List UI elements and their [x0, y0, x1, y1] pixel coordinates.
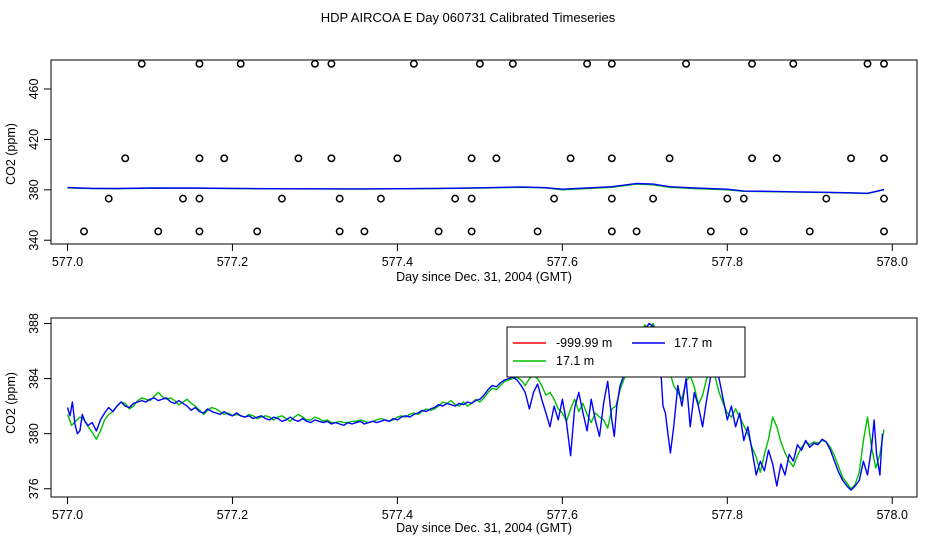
top-panel-xlabel: Day since Dec. 31, 2004 (GMT)	[396, 270, 572, 284]
data-point	[327, 59, 336, 68]
data-point	[195, 227, 204, 236]
data-point	[195, 154, 204, 163]
data-point	[649, 194, 658, 203]
data-point	[550, 194, 559, 203]
plot-frame	[50, 317, 918, 498]
data-point	[475, 59, 484, 68]
data-point	[492, 154, 501, 163]
data-point	[748, 59, 756, 68]
data-point	[434, 227, 443, 236]
data-point	[80, 227, 88, 236]
x-tick-label: 577.0	[52, 508, 83, 522]
data-point	[253, 227, 262, 236]
data-point	[880, 59, 888, 68]
x-tick-label: 577.4	[382, 508, 413, 522]
figure-title: HDP AIRCOA E Day 060731 Calibrated Times…	[321, 10, 616, 25]
x-tick-label: 577.2	[217, 508, 248, 522]
data-point	[451, 194, 460, 203]
data-point	[789, 59, 798, 68]
data-point	[220, 154, 229, 163]
bottom-panel-ylabel: CO2 (ppm)	[4, 372, 18, 434]
y-tick-label: 380	[27, 179, 41, 200]
y-tick-label: 384	[27, 368, 41, 389]
y-tick-label: 460	[27, 79, 41, 100]
data-point	[847, 154, 855, 163]
legend-label: -999.99 m	[556, 336, 612, 350]
data-point	[467, 194, 476, 203]
data-point	[822, 194, 831, 203]
x-tick-label: 577.0	[52, 255, 83, 269]
data-point	[566, 154, 575, 163]
data-point	[104, 194, 113, 203]
data-point	[360, 227, 369, 236]
x-tick-label: 577.4	[382, 255, 413, 269]
y-tick-label: 420	[27, 129, 41, 150]
data-point	[154, 227, 163, 236]
data-point	[467, 227, 476, 236]
x-tick-label: 578.0	[877, 255, 908, 269]
data-point	[335, 227, 344, 236]
data-point	[236, 59, 245, 68]
data-point	[863, 59, 872, 68]
data-point	[409, 59, 418, 68]
data-point	[880, 154, 888, 163]
data-point	[880, 194, 888, 203]
data-point	[739, 194, 748, 203]
y-tick-label: 380	[27, 423, 41, 444]
data-point	[376, 194, 385, 203]
data-point	[607, 194, 616, 203]
data-point	[277, 194, 286, 203]
series-line	[66, 322, 885, 490]
data-point	[682, 59, 691, 68]
data-point	[607, 227, 616, 236]
x-tick-label: 577.6	[547, 255, 578, 269]
data-point	[294, 154, 303, 163]
data-point	[467, 154, 476, 163]
x-tick-label: 577.8	[712, 508, 743, 522]
data-point	[195, 59, 204, 68]
plot-frame	[50, 59, 918, 245]
data-point	[327, 154, 336, 163]
data-point	[632, 227, 641, 236]
y-tick-label: 340	[27, 230, 41, 251]
data-point	[723, 194, 732, 203]
legend-label: 17.1 m	[556, 354, 594, 368]
y-tick-label: 388	[27, 313, 41, 334]
data-point	[607, 59, 616, 68]
data-point	[772, 154, 781, 163]
data-point	[137, 59, 146, 68]
data-point	[607, 154, 616, 163]
data-point	[665, 154, 674, 163]
legend: -999.99 m 17.7 m 17.1 m	[506, 326, 746, 378]
data-point	[583, 59, 592, 68]
data-point	[533, 227, 542, 236]
x-tick-label: 577.2	[217, 255, 248, 269]
data-point	[880, 227, 888, 236]
x-tick-label: 577.8	[712, 255, 743, 269]
data-point	[195, 194, 204, 203]
data-point	[739, 227, 748, 236]
top-panel-ylabel: CO2 (ppm)	[4, 123, 18, 185]
bottom-panel: Day since Dec. 31, 2004 (GMT) CO2 (ppm) …	[4, 313, 918, 535]
series-line	[67, 182, 885, 194]
legend-box	[506, 326, 746, 378]
bottom-panel-xlabel: Day since Dec. 31, 2004 (GMT)	[396, 521, 572, 535]
y-tick-label: 376	[27, 478, 41, 499]
data-point	[748, 154, 756, 163]
data-point	[121, 154, 130, 163]
data-point	[805, 227, 814, 236]
x-tick-label: 577.6	[547, 508, 578, 522]
legend-label: 17.7 m	[674, 336, 712, 350]
data-point	[706, 227, 715, 236]
data-point	[335, 194, 344, 203]
data-point	[393, 154, 402, 163]
x-tick-label: 578.0	[877, 508, 908, 522]
top-panel: Day since Dec. 31, 2004 (GMT) CO2 (ppm) …	[4, 59, 918, 284]
data-point	[508, 59, 517, 68]
data-point	[179, 194, 187, 203]
data-point	[310, 59, 319, 68]
series-line	[66, 322, 884, 491]
